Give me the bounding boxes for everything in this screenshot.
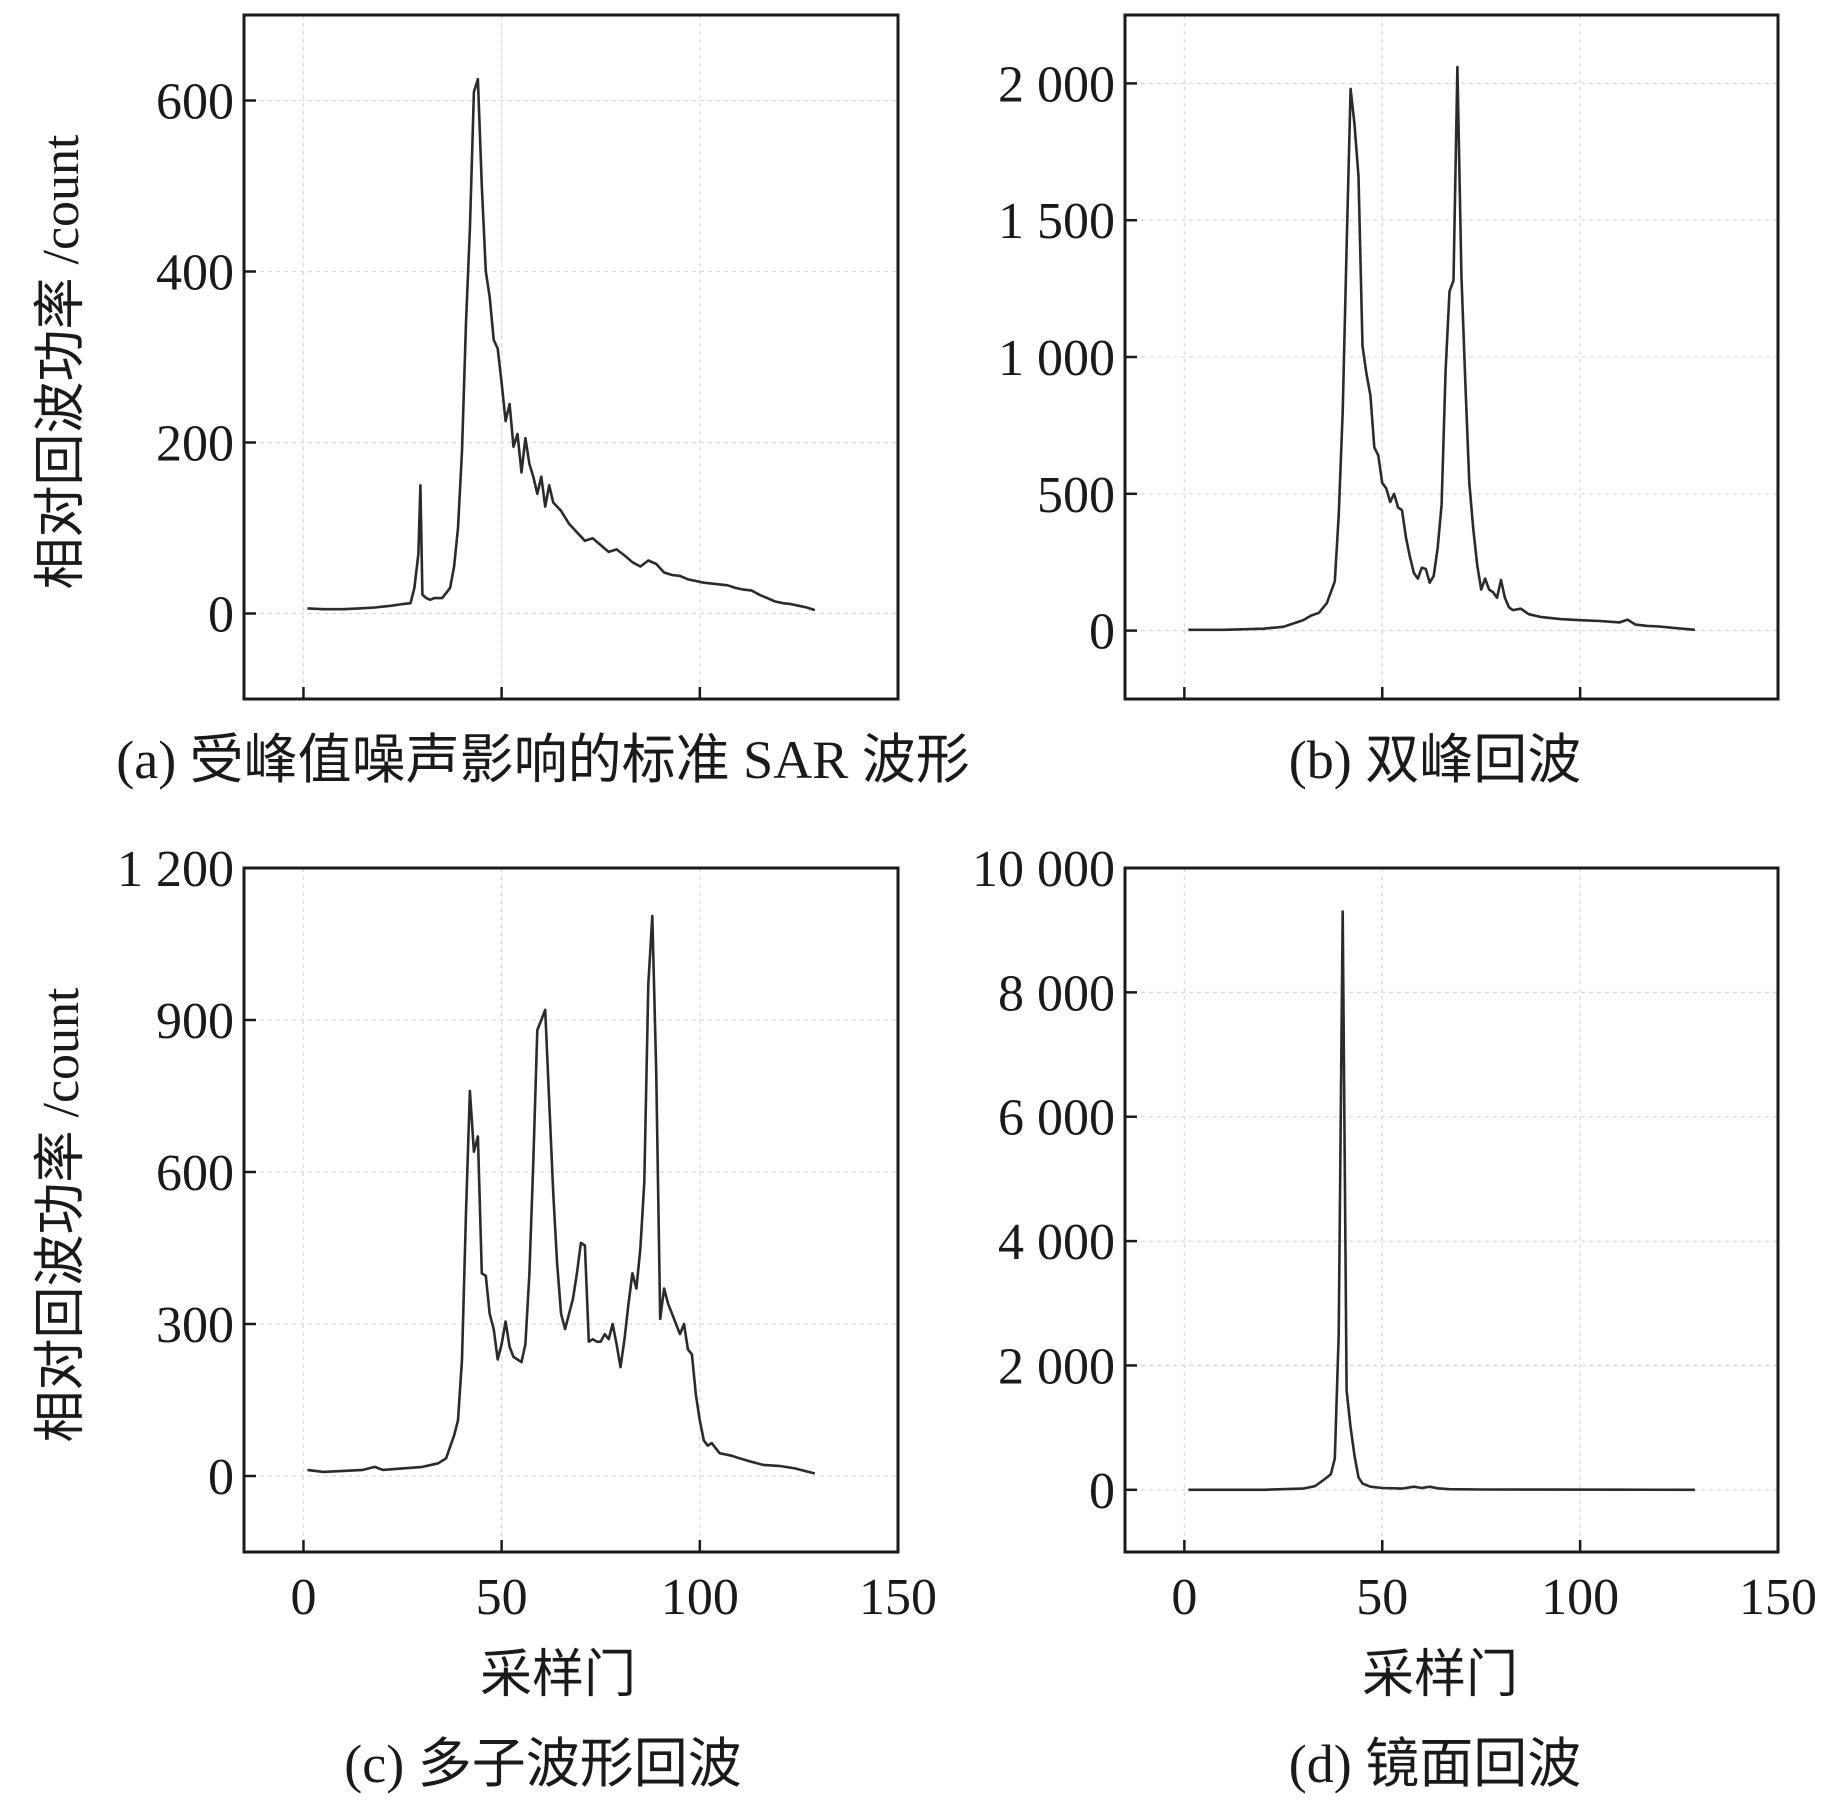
panel-d-xtick-label: 100	[1541, 1569, 1619, 1626]
panel-a-ylabel: 相对回波功率 /count	[33, 134, 90, 590]
panel-b-ytick-label: 1 500	[998, 193, 1115, 250]
panel-d-caption: (d) 镜面回波	[1289, 1734, 1581, 1794]
panel-d-series-line	[1188, 910, 1695, 1492]
panel-d-ytick-label: 6 000	[998, 1090, 1115, 1147]
panel-c-xtick-label: 50	[476, 1569, 528, 1626]
panel-c-ylabel: 相对回波功率 /count	[33, 987, 90, 1443]
panel-a-frame	[242, 13, 900, 701]
panel-a-series-line	[307, 77, 816, 612]
panel-c-xtick-label: 100	[661, 1569, 739, 1626]
panel-b: (b) 双峰回波 0 500 1 000 1 500 2 000	[998, 13, 1780, 790]
panel-d-ytick-label: 2 000	[998, 1338, 1115, 1395]
panel-c-ytick-label: 1 200	[117, 841, 234, 898]
panel-a-ytick-label: 200	[156, 416, 234, 473]
panel-b-series-line	[1188, 65, 1696, 632]
panel-b-ytick-label: 1 000	[998, 330, 1115, 387]
panel-d-xtick-label: 150	[1739, 1569, 1817, 1626]
panel-a-ytick-label: 0	[208, 587, 234, 644]
panel-c-ytick-label: 0	[208, 1449, 234, 1506]
panel-a-caption: (a) 受峰值噪声影响的标准 SAR 波形	[116, 730, 969, 790]
panel-b-ytick-label: 2 000	[998, 56, 1115, 113]
panel-b-ytick-label: 0	[1089, 604, 1115, 661]
panel-c-ytick-label: 300	[156, 1297, 234, 1354]
panel-c-caption: (c) 多子波形回波	[344, 1734, 741, 1794]
panel-c-series-line	[307, 914, 816, 1475]
panel-d-ytick-label: 8 000	[998, 965, 1115, 1022]
panel-a: 相对回波功率 /count (a) 受峰值噪声影响的标准 SAR 波形 0 200…	[33, 13, 970, 790]
panel-d-xlabel: 采样门	[1362, 1647, 1518, 1704]
panel-c-xlabel: 采样门	[480, 1647, 636, 1704]
panel-b-ytick-label: 500	[1037, 467, 1115, 524]
panel-d-xtick-label: 50	[1356, 1569, 1408, 1626]
panel-d-frame	[1123, 866, 1780, 1554]
panel-b-caption: (b) 双峰回波	[1289, 730, 1581, 790]
panel-d-ytick-label: 10 000	[972, 841, 1115, 898]
panel-c: 相对回波功率 /count 采样门 (c) 多子波形回波 0 50 100 150 0 3…	[33, 841, 937, 1794]
panel-a-ytick-label: 400	[156, 245, 234, 302]
panel-c-ytick-label: 900	[156, 993, 234, 1050]
panel-c-ytick-label: 600	[156, 1145, 234, 1202]
panel-c-frame	[242, 866, 900, 1554]
panel-d-xtick-label: 0	[1171, 1569, 1197, 1626]
panel-d-ytick-label: 0	[1089, 1463, 1115, 1520]
panel-a-ytick-label: 600	[156, 74, 234, 131]
panel-d-ytick-label: 4 000	[998, 1214, 1115, 1271]
panel-c-xtick-label: 150	[859, 1569, 937, 1626]
panel-d: 采样门 (d) 镜面回波 0 50 100 150 0 2 000 4 000 6 000 8 …	[972, 841, 1817, 1794]
panel-c-xtick-label: 0	[290, 1569, 316, 1626]
